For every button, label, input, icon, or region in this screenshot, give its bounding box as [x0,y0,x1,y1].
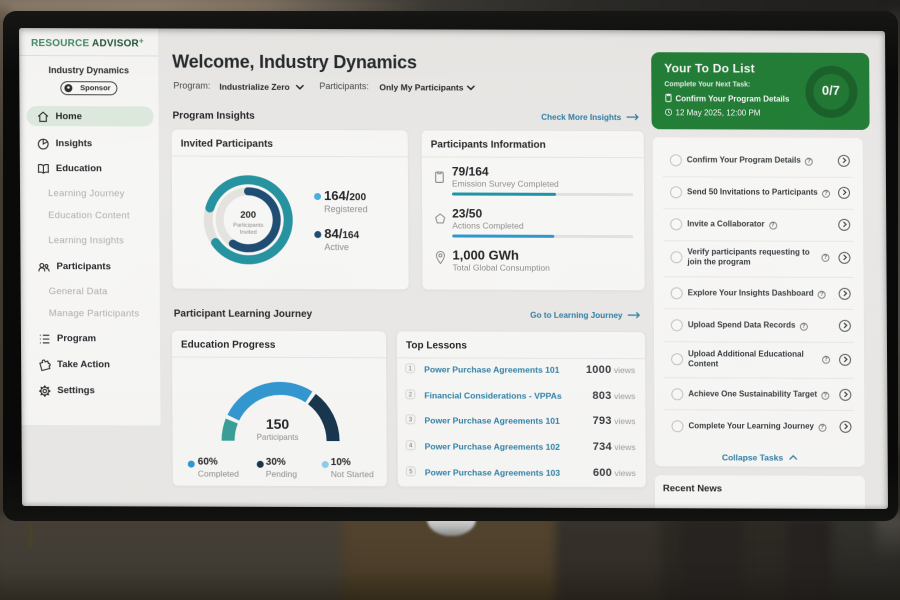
svg-text:Invited: Invited [240,230,257,236]
svg-text:200: 200 [240,210,256,221]
svg-text:Participants: Participants [233,223,263,229]
